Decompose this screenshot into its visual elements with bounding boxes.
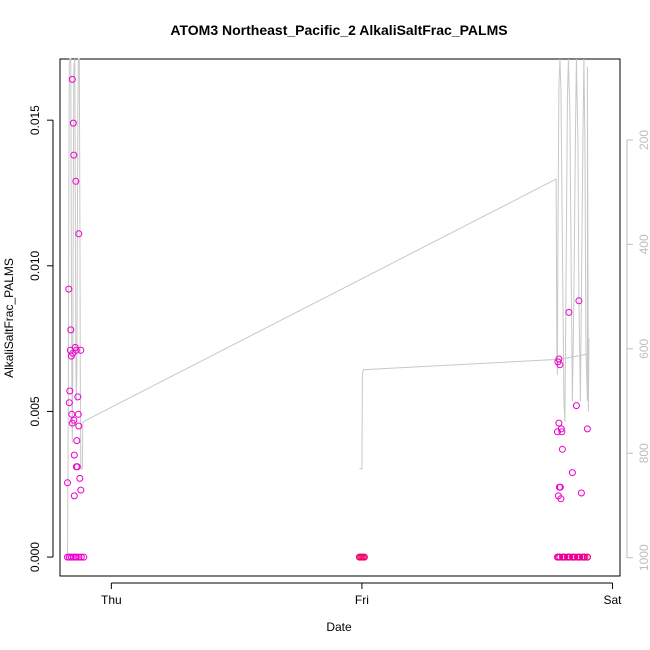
data-point — [67, 326, 75, 334]
right-tick-label: 400 — [637, 234, 650, 254]
data-point — [557, 425, 565, 433]
x-tick-label: Fri — [355, 593, 369, 607]
data-point — [557, 495, 565, 503]
data-point — [74, 410, 82, 418]
data-point — [556, 361, 564, 369]
data-point — [565, 553, 573, 561]
data-point — [558, 445, 566, 453]
series-line-0 — [67, 58, 590, 558]
data-point — [572, 402, 580, 410]
data-point — [70, 151, 78, 159]
data-point — [74, 393, 82, 401]
y-tick-label: 0.005 — [28, 396, 42, 426]
data-point — [555, 419, 563, 427]
y-tick-label: 0.010 — [28, 250, 42, 280]
data-point — [64, 479, 71, 487]
data-point — [71, 343, 79, 351]
data-point — [575, 297, 583, 305]
data-point — [70, 492, 78, 500]
data-point — [65, 399, 73, 407]
right-tick-label: 1000 — [637, 544, 650, 571]
data-point — [580, 553, 588, 561]
data-point — [560, 553, 568, 561]
data-point — [80, 553, 88, 561]
data-point — [77, 553, 85, 561]
data-point — [70, 451, 78, 459]
data-point — [577, 489, 585, 497]
data-point — [583, 425, 591, 433]
series-line-1 — [359, 353, 588, 470]
plot-area — [59, 58, 621, 577]
x-tick-label: Thu — [101, 593, 122, 607]
y-axis-label: AlkaliSaltFrac_PALMS — [2, 258, 16, 378]
data-point — [69, 119, 77, 127]
y-tick-label: 0.000 — [28, 542, 42, 572]
data-point — [75, 553, 83, 561]
data-point — [70, 416, 78, 424]
right-tick-label: 200 — [637, 130, 650, 150]
axes-layer: 0.000 0.005 0.010 0.015 Thu Fri Sat 200 400 600 80… — [28, 105, 650, 607]
data-point — [575, 553, 583, 561]
data-point — [565, 308, 573, 316]
data-point — [555, 553, 563, 561]
data-point — [66, 387, 74, 395]
x-tick-label: Sat — [603, 593, 622, 607]
data-point — [558, 428, 566, 436]
x-axis-label: Date — [326, 620, 352, 634]
data-point — [72, 346, 80, 354]
data-point — [75, 230, 83, 238]
data-point — [73, 437, 81, 445]
data-point — [65, 285, 73, 293]
data-point — [556, 483, 564, 491]
right-tick-label: 600 — [637, 339, 650, 359]
data-point — [583, 553, 591, 561]
data-point — [75, 422, 83, 430]
data-point — [72, 177, 80, 185]
data-layer — [64, 58, 591, 561]
right-tick-label: 800 — [637, 443, 650, 463]
data-point — [73, 463, 81, 471]
data-point — [67, 553, 75, 561]
data-point — [568, 469, 576, 477]
data-point — [360, 553, 368, 561]
data-point — [72, 553, 80, 561]
y-tick-label: 0.015 — [28, 105, 42, 135]
data-point — [570, 553, 578, 561]
data-point — [77, 346, 85, 354]
data-point — [76, 474, 84, 482]
data-point — [77, 486, 85, 494]
chart-title: ATOM3 Northeast_Pacific_2 AlkaliSaltFrac… — [170, 22, 507, 38]
data-point — [68, 75, 76, 83]
